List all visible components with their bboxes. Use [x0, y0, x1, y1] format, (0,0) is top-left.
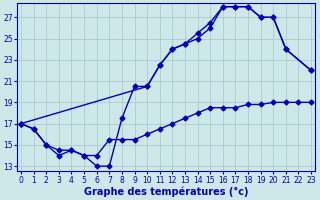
X-axis label: Graphe des températures (°c): Graphe des températures (°c): [84, 186, 248, 197]
